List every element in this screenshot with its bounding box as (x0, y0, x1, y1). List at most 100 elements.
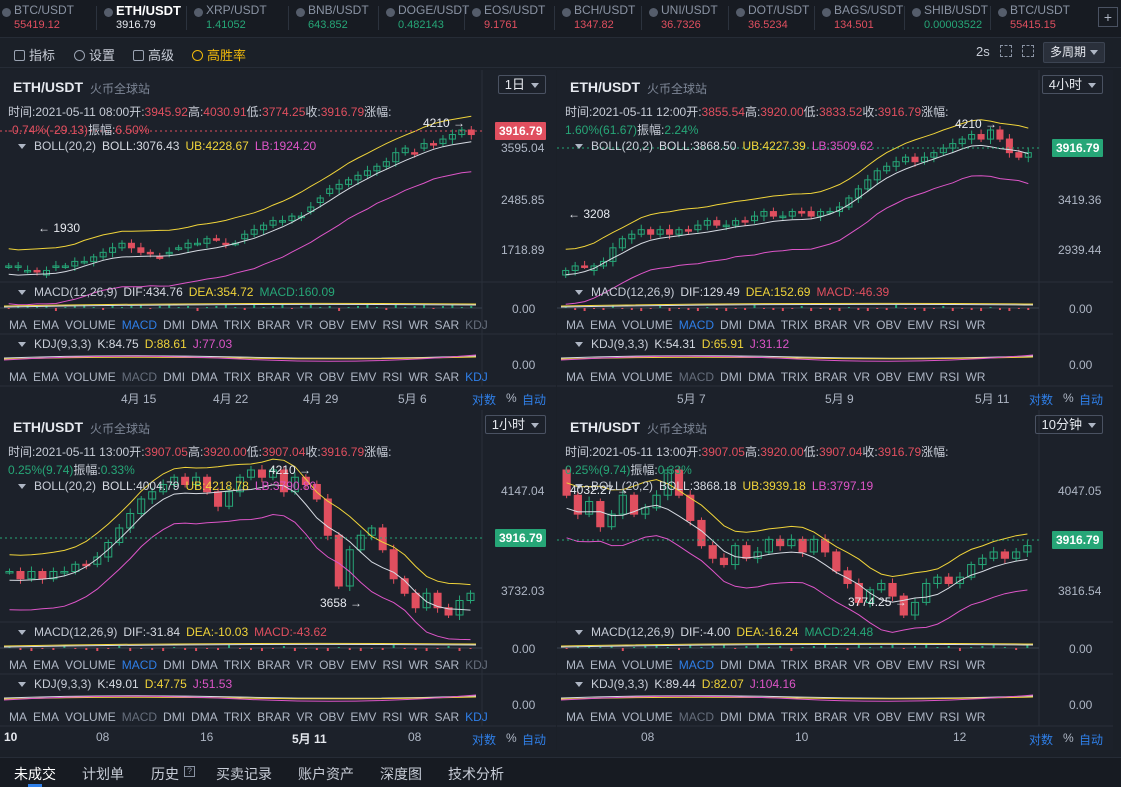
ticker-item[interactable]: BTC/USDT 55415.15 (996, 3, 1070, 35)
scale-toggle[interactable]: % (1063, 731, 1074, 745)
tab-plan-orders[interactable]: 计划单 (82, 766, 124, 782)
collapse-icon[interactable] (18, 342, 26, 347)
indicator-tab[interactable]: EMA (33, 658, 60, 672)
indicator-tab[interactable]: MACD (678, 710, 715, 724)
indicator-tab[interactable]: TRIX (780, 658, 809, 672)
indicator-tab[interactable]: TRIX (780, 318, 809, 332)
indicator-tab[interactable]: MACD (678, 370, 715, 384)
indicator-tab[interactable]: WR (408, 318, 429, 332)
chart-canvas[interactable] (557, 70, 1113, 410)
indicator-tab[interactable]: VR (853, 318, 871, 332)
indicator-tab[interactable]: MACD (121, 710, 158, 724)
indicator-tab[interactable]: OBV (319, 658, 345, 672)
indicator-tab[interactable]: VOLUME (65, 318, 116, 332)
indicator-tab[interactable]: MACD (121, 318, 158, 332)
indicator-tab[interactable]: OBV (876, 318, 902, 332)
indicator-tab[interactable]: OBV (319, 318, 345, 332)
indicator-tab[interactable]: RSI (382, 658, 403, 672)
indicator-tab[interactable]: VOLUME (65, 710, 116, 724)
indicator-tab[interactable]: TRIX (780, 710, 809, 724)
indicator-tab[interactable]: MA (566, 370, 584, 384)
ticker-item[interactable]: UNI/USDT 36.7326 (647, 3, 718, 35)
indicator-tab[interactable]: TRIX (223, 710, 252, 724)
indicator-tab[interactable]: EMA (590, 710, 617, 724)
scale-toggle[interactable]: % (506, 391, 517, 405)
indicator-tab[interactable]: EMV (907, 658, 934, 672)
indicator-tab[interactable]: DMI (720, 710, 743, 724)
indicator-tab[interactable]: EMV (350, 318, 377, 332)
indicator-tab[interactable]: WR (408, 710, 429, 724)
scale-toggle[interactable]: % (1063, 391, 1074, 405)
ticker-item[interactable]: SHIB/USDT 0.00003522 (910, 3, 988, 35)
indicator-tab[interactable]: RSI (382, 710, 403, 724)
indicator-tab[interactable]: EMV (350, 658, 377, 672)
indicator-tab[interactable]: VOLUME (65, 658, 116, 672)
indicator-tab[interactable]: WR (408, 370, 429, 384)
indicator-tab[interactable]: SAR (434, 318, 460, 332)
indicator-tab[interactable]: RSI (939, 318, 960, 332)
scale-toggle[interactable]: % (506, 731, 517, 745)
chart-panel[interactable]: ETH/USDT 火币全球站 10分钟 时间:2021-05-11 13:00开:39… (557, 410, 1113, 750)
tab-history[interactable]: 历史 (151, 766, 179, 782)
indicator-tab[interactable]: OBV (876, 370, 902, 384)
indicator-tab[interactable]: VR (853, 658, 871, 672)
scale-toggle[interactable]: 对数 (472, 733, 497, 747)
indicator-tab[interactable]: MA (9, 318, 27, 332)
indicator-tab[interactable]: KDJ (465, 658, 488, 672)
indicator-tab[interactable]: DMA (748, 370, 775, 384)
chart-panel[interactable]: ETH/USDT 火币全球站 1小时 时间:2021-05-11 13:00开:390… (0, 410, 556, 750)
indicator-tab[interactable]: BRAR (257, 658, 291, 672)
collapse-icon[interactable] (575, 342, 583, 347)
indicator-tab[interactable]: OBV (319, 370, 345, 384)
collapse-icon[interactable] (18, 484, 26, 489)
indicator-tab[interactable]: EMA (590, 318, 617, 332)
indicator-tab[interactable]: DMA (191, 710, 218, 724)
indicator-tab[interactable]: TRIX (223, 658, 252, 672)
indicator-tab[interactable]: RSI (382, 318, 403, 332)
refresh-period[interactable]: 2s (976, 44, 990, 59)
indicator-tab[interactable]: WR (408, 658, 429, 672)
fullscreen-icon[interactable] (1000, 45, 1012, 57)
indicator-tab[interactable]: RSI (382, 370, 403, 384)
indicator-tab[interactable]: WR (965, 370, 986, 384)
indicator-tab[interactable]: EMV (350, 370, 377, 384)
collapse-icon[interactable] (18, 682, 26, 687)
indicator-tab[interactable]: DMI (720, 370, 743, 384)
ticker-item[interactable]: DOT/USDT 36.5234 (734, 3, 809, 35)
indicator-tab[interactable]: DMA (191, 318, 218, 332)
indicator-tab[interactable]: EMV (907, 318, 934, 332)
indicator-tab[interactable]: VR (296, 710, 314, 724)
chart-panel[interactable]: ETH/USDT 火币全球站 4小时 时间:2021-05-11 12:00开:385… (557, 70, 1113, 410)
tab-trade-records[interactable]: 买卖记录 (216, 766, 272, 782)
indicator-tab[interactable]: RSI (939, 658, 960, 672)
indicator-tab[interactable]: OBV (876, 710, 902, 724)
ticker-item[interactable]: EOS/USDT 9.1761 (470, 3, 545, 35)
indicator-tab[interactable]: DMI (163, 318, 186, 332)
indicator-tab[interactable]: VOLUME (622, 710, 673, 724)
indicator-tab[interactable]: WR (965, 658, 986, 672)
indicator-tab[interactable]: MA (9, 370, 27, 384)
scale-toggle[interactable]: 对数 (1029, 393, 1054, 407)
indicator-tab[interactable]: EMA (33, 318, 60, 332)
indicator-tab[interactable]: VOLUME (622, 318, 673, 332)
indicator-tab[interactable]: DMI (720, 318, 743, 332)
chart-canvas[interactable] (557, 410, 1113, 750)
collapse-icon[interactable] (18, 144, 26, 149)
indicator-tab[interactable]: MA (9, 710, 27, 724)
indicator-tab[interactable]: VR (853, 370, 871, 384)
ticker-item[interactable]: BTC/USDT 55419.12 (0, 3, 74, 35)
indicator-tab[interactable]: VR (296, 318, 314, 332)
indicator-tab[interactable]: MACD (678, 658, 715, 672)
indicator-tab[interactable]: BRAR (257, 370, 291, 384)
indicator-tab[interactable]: SAR (434, 658, 460, 672)
collapse-icon[interactable] (575, 290, 583, 295)
panel-period-select[interactable]: 1小时 (484, 415, 546, 434)
help-icon[interactable]: ? (184, 766, 195, 777)
layout-icon[interactable] (1022, 45, 1034, 57)
indicators-button[interactable]: 指标 (14, 45, 55, 64)
indicator-tab[interactable]: SAR (434, 710, 460, 724)
indicator-tab[interactable]: MA (566, 658, 584, 672)
chart-canvas[interactable] (0, 70, 556, 410)
indicator-tab[interactable]: TRIX (223, 370, 252, 384)
indicator-tab[interactable]: DMI (720, 658, 743, 672)
